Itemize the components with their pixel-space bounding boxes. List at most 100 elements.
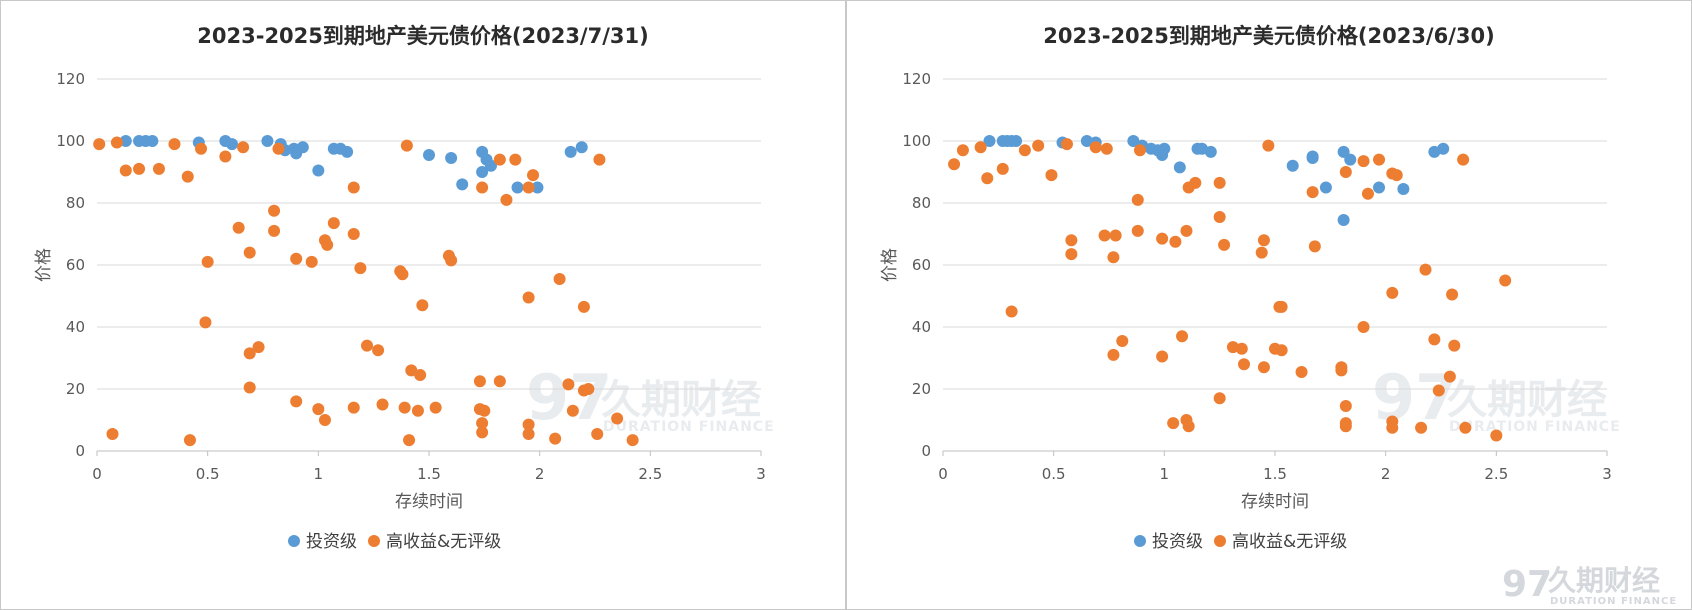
data-point [1089, 141, 1102, 154]
data-point [522, 181, 535, 194]
x-axis-title: 存续时间 [1241, 492, 1309, 512]
data-point [318, 414, 331, 426]
y-tick-label: 120 [56, 70, 85, 88]
data-point [577, 300, 590, 313]
data-point [564, 145, 577, 158]
data-point [1459, 421, 1472, 434]
x-tick-label: 2.5 [1484, 465, 1508, 483]
data-point [152, 162, 165, 175]
data-point [983, 135, 996, 147]
data-point [93, 138, 106, 151]
data-point [1257, 361, 1270, 374]
data-point [1390, 169, 1403, 182]
y-tick-label: 100 [902, 132, 931, 150]
data-point [1045, 169, 1058, 182]
data-point [1437, 142, 1450, 155]
data-point [484, 159, 497, 172]
x-tick-label: 2.5 [638, 465, 662, 483]
chart-panel-right: 97 久期财经 DURATION FINANCE 2023-2025到期地产美元债价格… [846, 0, 1692, 610]
watermark-brand: 久期财经 [601, 377, 761, 423]
data-point [405, 364, 418, 377]
data-point [1010, 135, 1023, 147]
data-point [243, 246, 256, 259]
legend-label: 高收益&无评级 [1232, 532, 1347, 552]
data-point [1238, 358, 1251, 371]
data-point [243, 347, 256, 360]
data-point [553, 272, 566, 285]
data-point [1286, 159, 1299, 172]
data-point [1204, 145, 1217, 158]
series-high-yield [948, 138, 1512, 442]
data-point [398, 401, 411, 414]
watermark-sub: DURATION FINANCE [1449, 419, 1621, 435]
data-point [549, 432, 562, 445]
data-point [1499, 274, 1512, 287]
x-tick-label: 0 [92, 465, 102, 483]
series-high-yield [93, 136, 639, 447]
data-point [232, 221, 245, 234]
data-point [1176, 330, 1189, 343]
data-point [509, 153, 522, 166]
data-point [1255, 246, 1268, 259]
data-point [948, 158, 961, 171]
data-point [1275, 300, 1288, 313]
data-point [1386, 286, 1399, 299]
data-point [1116, 334, 1129, 347]
data-point [1065, 248, 1078, 261]
data-point [341, 145, 354, 158]
corner-watermark-sub: DURATION FINANCE [1550, 596, 1677, 607]
data-point [1319, 181, 1332, 194]
y-tick-label: 80 [912, 194, 931, 212]
data-point [1109, 229, 1122, 242]
data-point [1189, 176, 1202, 189]
data-point [522, 427, 535, 440]
y-tick-label: 0 [921, 442, 931, 460]
data-point [119, 164, 132, 177]
chart-title: 2023-2025到期地产美元债价格(2023/7/31) [197, 24, 648, 48]
data-point [1335, 364, 1348, 377]
data-point [591, 427, 604, 440]
data-point [1156, 350, 1169, 363]
x-axis-title: 存续时间 [395, 492, 463, 512]
data-point [1419, 263, 1432, 276]
y-tick-label: 60 [66, 256, 85, 274]
data-point [243, 381, 256, 394]
data-point [1344, 153, 1357, 166]
legend: 投资级 高收益&无评级 [1134, 532, 1347, 552]
x-tick-label: 1 [314, 465, 324, 483]
data-point [476, 166, 489, 178]
data-point [1156, 232, 1169, 245]
data-point [226, 138, 239, 151]
data-point [1158, 142, 1171, 155]
data-point [181, 170, 194, 183]
data-point [1218, 238, 1231, 251]
corner-watermark-logo: 97 久期财经 DURATION FINANCE [1502, 564, 1677, 607]
data-point [566, 404, 579, 417]
x-tick-label: 0.5 [196, 465, 220, 483]
svg-text:97: 97 [1502, 564, 1552, 605]
data-point [146, 135, 159, 147]
data-point [593, 153, 606, 166]
data-point [119, 135, 132, 147]
data-point [183, 434, 196, 447]
data-point [1295, 365, 1308, 378]
data-point [1357, 321, 1370, 333]
data-point [376, 398, 389, 411]
data-point [1361, 187, 1374, 200]
data-point [1080, 135, 1093, 147]
legend-marker [368, 535, 380, 547]
data-point [1357, 155, 1370, 168]
x-tick-label: 1.5 [417, 465, 441, 483]
data-point [996, 162, 1009, 175]
x-tick-label: 1 [1160, 465, 1170, 483]
data-point [272, 142, 285, 155]
data-point [1180, 224, 1193, 237]
data-point [500, 193, 513, 206]
data-point [1373, 181, 1386, 194]
data-point [290, 252, 303, 265]
x-tick-label: 0.5 [1042, 465, 1066, 483]
data-point [327, 217, 340, 230]
